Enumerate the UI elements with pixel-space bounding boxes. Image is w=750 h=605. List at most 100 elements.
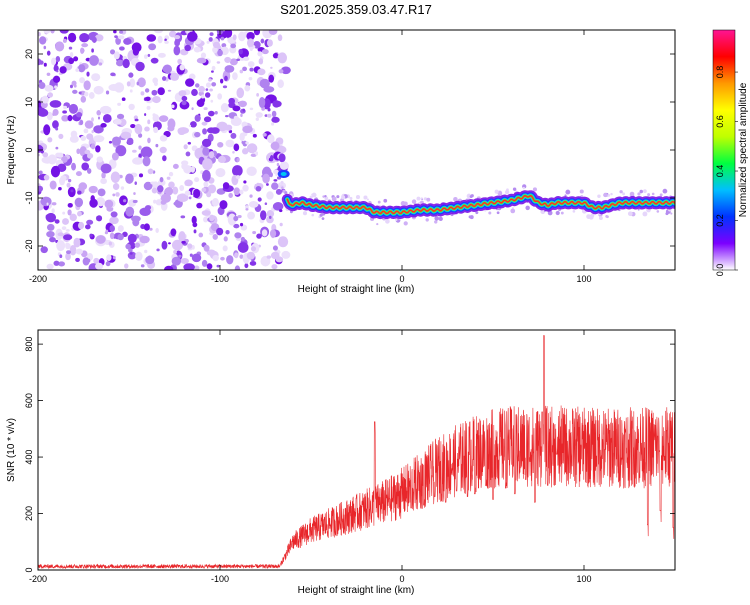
track-halo [366,198,369,201]
noise-blob [143,223,150,231]
track-halo [525,205,530,211]
track-halo [565,189,571,195]
noise-blob [194,131,201,138]
noise-blob [278,69,284,74]
noise-blob [93,85,104,95]
noise-blob [217,141,224,148]
noise-blob [216,61,221,64]
track-halo [629,191,635,197]
noise-blob [84,120,94,129]
noise-blob [238,100,247,108]
snr-y-tick-label: 200 [24,506,34,521]
snr-y-axis-label: SNR (10 * v/v) [6,418,17,482]
track-halo [324,194,327,198]
noise-blob [278,153,286,163]
noise-blob [140,146,153,158]
noise-blob [72,89,78,94]
noise-blob [201,121,208,126]
track-halo [560,211,564,215]
noise-blob [114,35,118,39]
noise-blob [220,78,224,84]
noise-blob [88,185,98,194]
noise-blob [194,114,201,122]
track-halo [383,198,388,203]
noise-blob [266,113,272,118]
track-halo [319,213,323,217]
noise-blob [243,180,247,184]
colorbar-tick-label: 0.8 [715,66,725,79]
noise-blob [76,111,83,118]
noise-blob [84,91,89,97]
noise-blob [161,240,168,250]
noise-blob [100,163,112,174]
noise-blob [93,135,105,143]
noise-blob [254,184,257,188]
noise-blob [255,185,262,192]
noise-blob [204,92,211,98]
noise-blob [205,82,212,88]
noise-blob [46,50,51,56]
noise-blob [268,215,272,220]
noise-blob [153,199,157,204]
noise-blob [214,111,218,115]
noise-blob [152,114,160,122]
noise-blob [91,117,94,122]
noise-blob [89,233,93,238]
noise-blob [95,145,101,153]
noise-blob [44,84,54,92]
noise-blob [66,182,71,188]
noise-blob [46,223,55,231]
noise-blob [232,165,243,177]
noise-blob [226,255,234,265]
noise-blob [171,239,184,251]
noise-blob [257,197,262,202]
noise-blob [55,146,59,150]
noise-blob [225,229,230,235]
noise-blob [46,263,54,270]
noise-blob [267,134,275,144]
noise-blob [271,182,279,190]
noise-blob [233,143,240,152]
noise-blob [246,166,257,177]
noise-blob [203,216,209,223]
track-halo [475,210,479,215]
noise-blob [47,137,53,143]
noise-blob [269,229,277,238]
noise-blob [91,36,97,43]
noise-blob [164,187,174,196]
noise-blob [264,114,268,117]
noise-blob [101,172,106,179]
snr-panel: -200 -100 0 100 0 200 400 600 800 Height of str… [6,329,676,596]
snr-y-tick-label: 400 [24,450,34,465]
noise-blob [126,137,134,145]
noise-blob [239,69,244,74]
noise-blob [259,78,270,89]
noise-blob [80,47,85,54]
noise-blob [127,233,137,244]
noise-blob [222,182,230,190]
noise-blob [159,177,164,183]
noise-blob [210,99,214,103]
noise-blob [135,61,145,72]
noise-blob [222,85,228,89]
noise-blob [269,155,274,162]
noise-blob [144,126,150,132]
track-halo [496,211,500,215]
noise-blob [183,165,192,174]
track-halo [467,196,471,200]
noise-blob [65,229,70,232]
colorbar-tick-label: 0.6 [715,115,725,128]
noise-blob [59,66,67,74]
noise-blob [51,202,57,206]
noise-blob [145,96,151,102]
figure-title: S201.2025.359.03.47.R17 [280,2,432,17]
noise-blob [102,114,112,123]
noise-blob [224,56,232,64]
noise-blob [173,45,181,56]
noise-blob [177,58,183,65]
noise-blob [65,242,71,250]
noise-blob [233,223,240,229]
noise-blob [272,245,278,251]
noise-blob [68,57,75,65]
noise-blob [38,185,44,192]
